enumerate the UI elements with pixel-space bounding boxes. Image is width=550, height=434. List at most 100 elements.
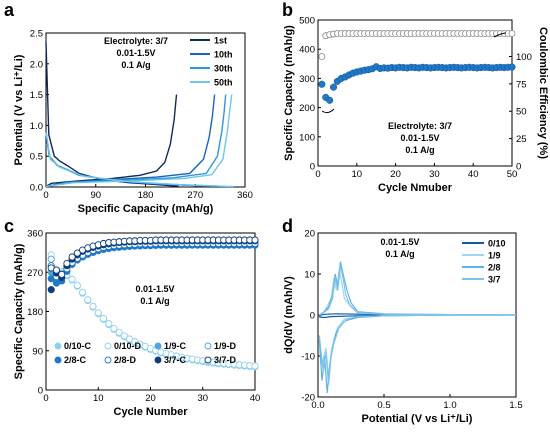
x-tick-label: 20 — [145, 393, 156, 404]
capacity-point — [329, 83, 338, 91]
y-tick-label: 100 — [299, 132, 315, 143]
series-line-discharge — [45, 42, 179, 188]
annotation: Electrolyte: 3/7 — [388, 121, 452, 131]
annotation: 0.01-1.5V — [135, 284, 174, 294]
x-tick-label: 0 — [315, 169, 320, 180]
data-point — [68, 275, 76, 283]
legend-marker — [204, 356, 212, 364]
y-tick-label: 0.5 — [30, 152, 43, 163]
y-tick-label: 0 — [38, 386, 43, 397]
legend-label: 10th — [214, 50, 233, 60]
data-point — [89, 302, 97, 310]
annotation: 0.01-1.5V — [116, 48, 155, 58]
legend-marker — [54, 356, 62, 364]
annotation: 0.1 A/g — [121, 60, 150, 70]
plot-frame — [317, 19, 513, 167]
legend-marker — [154, 356, 162, 364]
x-tick-label: 1.0 — [443, 400, 456, 411]
legend-marker — [154, 342, 162, 350]
y-tick-label: 90 — [32, 346, 43, 357]
x-tick-label: 180 — [138, 190, 154, 201]
legend-label: 3/7-D — [214, 355, 237, 365]
panel-label-a: a — [4, 0, 15, 20]
annotation: 0.1 A/g — [385, 249, 414, 259]
y-axis-label: Specific Capacity (mAh/g) — [283, 25, 295, 161]
x-tick-label: 0.5 — [377, 400, 390, 411]
y-tick-label: 500 — [299, 16, 315, 27]
data-point — [94, 309, 102, 317]
legend-label: 0/10-D — [114, 341, 142, 351]
data-point — [47, 255, 55, 263]
series-line-discharge — [45, 132, 234, 188]
data-point — [52, 266, 61, 274]
y-tick-label: 0.0 — [30, 183, 43, 194]
series-line-charge — [45, 94, 178, 188]
capacity-point — [318, 80, 326, 88]
y-tick-label: 400 — [299, 45, 315, 56]
y2-axis-label: Coulombic Efficiency (%) — [537, 27, 549, 159]
y2-tick-label: 50 — [516, 107, 527, 118]
x-tick-label: 10 — [93, 393, 104, 404]
y-axis-label: dQ/dV (mAh/V) — [283, 276, 295, 354]
x-tick-label: 50 — [507, 169, 518, 180]
data-point — [73, 281, 81, 289]
y-tick-label: 0 — [310, 162, 315, 173]
legend-label: 30th — [214, 64, 233, 74]
x-tick-label: 30 — [429, 169, 440, 180]
panel-label-c: c — [4, 216, 14, 236]
data-point — [73, 249, 81, 257]
data-point — [84, 296, 92, 304]
x-tick-label: 40 — [468, 169, 479, 180]
legend-label: 0/10-C — [64, 341, 92, 351]
panel-label-d: d — [282, 216, 293, 236]
series-line — [318, 269, 517, 377]
y2-tick-label: 25 — [516, 134, 527, 145]
series-line — [318, 261, 517, 393]
y-tick-label: -20 — [301, 393, 315, 404]
x-tick-label: 1.5 — [509, 400, 522, 411]
series-line-charge — [45, 94, 216, 188]
x-tick-label: 0 — [43, 393, 48, 404]
y-tick-label: 20 — [304, 229, 315, 240]
legend-label: 3/7 — [488, 275, 501, 285]
series-line-charge — [45, 94, 233, 188]
legend-marker — [104, 356, 112, 364]
y-tick-label: 270 — [27, 268, 43, 279]
y-tick-label: 300 — [299, 74, 315, 85]
arrow-left — [321, 108, 335, 114]
y-tick-label: 10 — [304, 270, 315, 281]
y-tick-label: 180 — [27, 307, 43, 318]
capacity-point — [326, 96, 334, 104]
x-tick-label: 0 — [43, 190, 48, 201]
data-point — [120, 332, 128, 340]
data-point — [105, 320, 113, 328]
data-point — [63, 259, 71, 268]
x-tick-label: 20 — [390, 169, 401, 180]
annotation: 0.01-1.5V — [380, 237, 419, 247]
data-point — [68, 253, 76, 261]
series-line — [318, 265, 517, 385]
x-axis-label: Cycle Nmuber — [378, 182, 453, 194]
y-tick-label: 360 — [27, 229, 43, 240]
x-tick-label: 90 — [90, 190, 101, 201]
annotation: 0.1 A/g — [140, 296, 169, 306]
y2-tick-label: 100 — [516, 52, 532, 63]
legend-marker — [204, 342, 212, 350]
legend-marker — [54, 342, 62, 350]
data-point — [251, 362, 259, 370]
ce-point — [318, 53, 326, 60]
y-tick-label: 0 — [310, 311, 315, 322]
x-tick-label: 30 — [197, 393, 208, 404]
legend-label: 0/10 — [488, 239, 506, 249]
y2-tick-label: 75 — [516, 79, 527, 90]
legend-label: 1/9-C — [164, 341, 187, 351]
x-axis-label: Specific Capacity (mAh/g) — [78, 203, 214, 215]
y-tick-label: 200 — [299, 103, 315, 114]
y-tick-label: 1.0 — [30, 121, 43, 132]
legend-label: 1/9-D — [214, 341, 237, 351]
y-tick-label: -10 — [301, 352, 315, 363]
chart-panel-d: 0.0 0.5 1.0 1.5 -20 -10 0 10 20 Potential (V vs L… — [283, 229, 523, 426]
legend-marker — [104, 342, 112, 350]
data-point — [58, 270, 66, 278]
